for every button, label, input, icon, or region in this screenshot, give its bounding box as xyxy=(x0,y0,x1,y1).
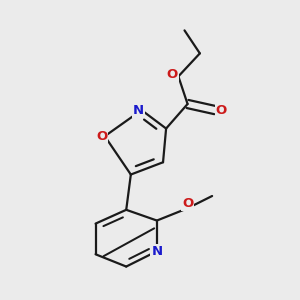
Text: O: O xyxy=(167,68,178,81)
Text: N: N xyxy=(151,245,163,258)
Text: N: N xyxy=(133,103,144,117)
Text: O: O xyxy=(182,197,193,210)
Text: O: O xyxy=(216,103,227,117)
Text: O: O xyxy=(96,130,107,143)
